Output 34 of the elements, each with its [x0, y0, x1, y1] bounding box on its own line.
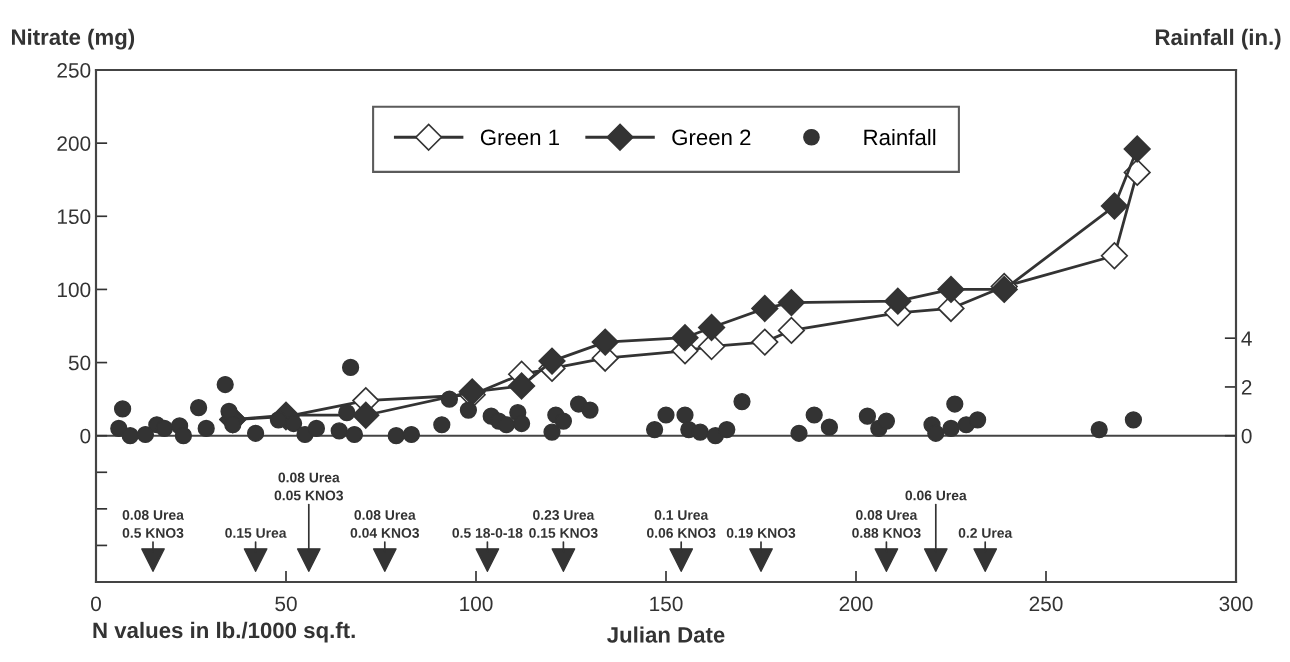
- x-tick-label: 100: [460, 596, 493, 612]
- legend-label: Rainfall: [864, 128, 936, 146]
- x-tick-label: 150: [650, 596, 683, 612]
- y2-tick-label: 2: [1241, 379, 1252, 395]
- annotation: 0.08 Urea 0.88 KNO3: [852, 510, 921, 538]
- annotation: 0.06 Urea: [905, 490, 967, 501]
- x-tick-label: 250: [1029, 596, 1063, 612]
- legend-label: Green 2: [672, 129, 751, 146]
- y-tick-label: 100: [57, 282, 91, 298]
- text: N values in lb./1000 sq.ft.: [93, 621, 355, 643]
- legend-label: Green 1: [480, 129, 559, 146]
- y-tick-label: 200: [57, 136, 91, 151]
- annotation: 0.08 Urea 0.04 KNO3: [350, 510, 420, 538]
- annotation: 0.23 Urea 0.15 KNO3: [529, 510, 598, 538]
- x-tick-label: 200: [839, 596, 873, 612]
- y-tick-label: 0: [80, 428, 91, 444]
- y2-tick-label: 4: [1241, 331, 1252, 346]
- y2-tick-label: 0: [1241, 428, 1252, 444]
- annotation: 0.2 Urea: [958, 528, 1013, 538]
- x-tick-label: 0: [91, 596, 101, 612]
- annotation: 0.1 Urea 0.06 KNO3: [647, 510, 716, 538]
- x-axis-title: Julian Date: [607, 626, 725, 643]
- x-tick-label: 50: [275, 596, 297, 612]
- y-tick-label: 50: [68, 355, 91, 371]
- y-axis-title: Nitrate (mg): [11, 28, 135, 50]
- y2-axis-title: Rainfall (in.): [1155, 28, 1281, 50]
- annotation: 0.15 Urea: [225, 528, 287, 538]
- annotation: 0.5 18-0-18: [452, 528, 523, 538]
- annotation: 0.08 Urea 0.05 KNO3: [274, 472, 344, 501]
- annotation: 0.08 Urea 0.5 KNO3: [122, 510, 184, 538]
- y-tick-label: 150: [57, 209, 91, 225]
- x-tick-label: 300: [1219, 596, 1253, 612]
- y-tick-label: 250: [57, 63, 91, 78]
- annotation: 0.19 KNO3: [726, 528, 796, 538]
